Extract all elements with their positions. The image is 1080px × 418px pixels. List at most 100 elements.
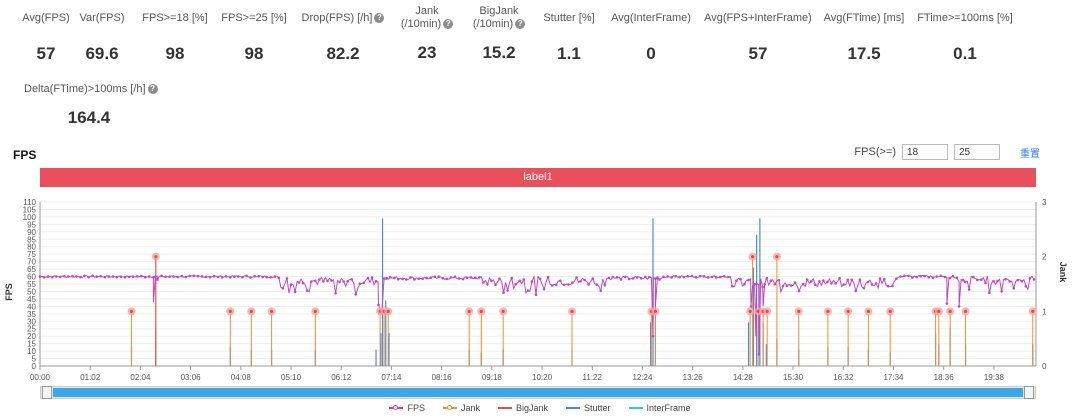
fps-point <box>980 278 983 282</box>
fps-point <box>765 276 769 280</box>
stats-panel: Avg(FPS) 57 Var(FPS) 69.6 FPS>=18 [%] 98… <box>0 0 1080 130</box>
x-tick-label: 05:10 <box>281 373 302 382</box>
fps-point <box>722 275 726 278</box>
stat-label: Jank (/10min)? <box>397 5 457 31</box>
fps-point <box>882 277 886 281</box>
legend-item-stutter[interactable]: Stutter <box>566 403 611 413</box>
legend-item-interframe[interactable]: InterFrame <box>628 403 691 413</box>
reset-button[interactable]: 重置 <box>1020 148 1040 160</box>
fps-point <box>42 275 46 279</box>
zoom-range-fill[interactable] <box>53 388 1023 397</box>
fps-point <box>518 279 522 283</box>
fps-point <box>575 276 578 279</box>
help-icon[interactable]: ? <box>374 13 385 24</box>
stat-bigjank: BigJank (/10min)? 15.2 <box>466 5 532 63</box>
y-tick-label: 90 <box>27 228 36 237</box>
fps-point <box>789 284 793 287</box>
fps-series <box>38 274 1036 356</box>
fps-point <box>976 278 979 282</box>
x-tick-label: 00:00 <box>30 373 51 382</box>
fps-point <box>338 280 341 284</box>
x-tick-label: 16:32 <box>833 373 854 382</box>
fps-point <box>842 283 845 286</box>
y2-tick-label: 3 <box>1042 198 1047 207</box>
help-icon[interactable]: ? <box>515 19 526 30</box>
jank-marker <box>756 309 760 313</box>
fps-point <box>63 275 66 278</box>
jank-marker <box>479 309 483 313</box>
fps-point <box>749 305 753 308</box>
fps-point <box>233 275 236 278</box>
zoom-scrollbar[interactable] <box>40 386 1036 399</box>
fps-point <box>377 303 380 307</box>
legend-item-jank[interactable]: Jank <box>442 403 480 413</box>
fps-point <box>127 275 131 279</box>
fps-point <box>731 284 734 288</box>
fps-point <box>119 275 123 279</box>
legend-item-bigjank[interactable]: BigJank <box>497 403 548 413</box>
stat-value: 17.5 <box>847 44 881 63</box>
fps-point <box>71 274 74 278</box>
fps-point <box>405 278 408 281</box>
fps-point <box>54 275 58 278</box>
fps-point <box>257 275 260 278</box>
fps-point <box>567 283 570 286</box>
stat-label: FPS>=25 [%] <box>221 12 287 24</box>
fps-point <box>437 275 441 278</box>
stat-label: Var(FPS) <box>79 12 125 24</box>
fps-point <box>919 274 922 278</box>
jank-marker <box>948 309 952 313</box>
fps-point <box>830 282 833 285</box>
fps-point <box>277 276 281 280</box>
fps-point <box>510 276 513 280</box>
zoom-handle-right[interactable] <box>1024 386 1034 399</box>
stat-delta-ftime: Delta(FTime)>100ms [/h]? 164.4 <box>24 83 158 128</box>
fps-point <box>895 277 898 280</box>
jank-marker <box>386 309 390 313</box>
x-tick-label: 19:38 <box>984 373 1005 382</box>
fps-point <box>354 293 358 296</box>
fps-point <box>658 278 661 281</box>
y2-tick-label: 2 <box>1042 253 1047 262</box>
jank-marker <box>467 309 471 313</box>
fps-point <box>838 276 841 280</box>
y-tick-label: 55 <box>27 280 36 289</box>
fps-point <box>123 276 127 279</box>
fps-point <box>579 280 582 283</box>
fps-point <box>607 276 611 280</box>
fps-point <box>971 275 975 279</box>
fps-point <box>886 284 890 288</box>
stat-ftime-ge-100: FTime>=100ms [%] 0.1 <box>914 12 1016 64</box>
help-icon[interactable]: ? <box>147 84 158 95</box>
fps-point <box>810 280 813 283</box>
fps-point <box>172 275 175 278</box>
stat-value: 98 <box>244 44 264 63</box>
stat-label: Drop(FPS) [/h]? <box>300 12 386 25</box>
legend-item-fps[interactable]: FPS <box>389 403 425 413</box>
fps-point <box>152 276 155 279</box>
fps-point <box>714 276 718 279</box>
fps-point <box>196 274 200 278</box>
fps-point <box>111 275 115 278</box>
fps-threshold-high-input[interactable] <box>954 144 1000 160</box>
fps-point <box>923 274 926 278</box>
help-icon[interactable]: ? <box>443 19 454 30</box>
fps-point <box>674 275 677 278</box>
jank-marker <box>846 309 850 313</box>
jank-marker <box>154 255 158 259</box>
fps-point <box>939 274 943 277</box>
y2-axis-title: Jank <box>1058 262 1068 284</box>
stat-stutter: Stutter [%] 1.1 <box>537 12 601 64</box>
fps-point <box>957 305 961 308</box>
label-bar[interactable]: label1 <box>40 168 1036 187</box>
fps-point <box>397 277 400 281</box>
fps-point <box>878 277 882 280</box>
fps-point <box>550 284 554 287</box>
zoom-handle-left[interactable] <box>42 386 52 399</box>
jank-marker <box>313 309 317 313</box>
fps-threshold-low-input[interactable] <box>902 144 948 160</box>
stat-fps-ge-18: FPS>=18 [%] 98 <box>140 12 210 64</box>
fps-point <box>310 280 313 283</box>
fps-point <box>948 276 952 280</box>
fps-point <box>850 278 854 282</box>
